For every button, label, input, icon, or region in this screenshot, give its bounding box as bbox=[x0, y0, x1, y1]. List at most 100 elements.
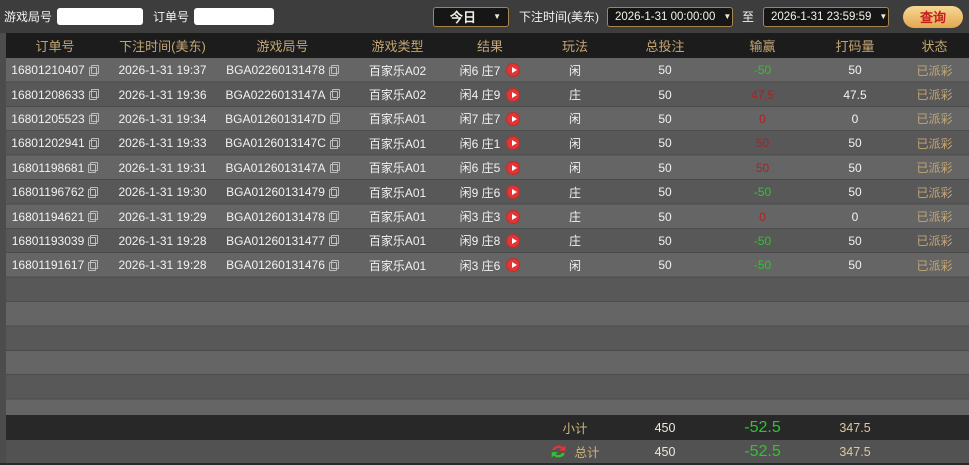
total-label-cell: 总计 bbox=[535, 440, 615, 463]
game-type: 百家乐A01 bbox=[368, 112, 427, 127]
play-icon[interactable] bbox=[506, 63, 521, 78]
status-badge: 已派彩 bbox=[916, 88, 953, 103]
game-round: BGA01260131478 bbox=[226, 209, 325, 224]
header-total-bet: 总投注 bbox=[645, 39, 685, 54]
game-round: BGA01260131477 bbox=[226, 233, 325, 248]
game-type: 百家乐A01 bbox=[368, 258, 427, 273]
total-row: 总计 450 -52.5 347.5 bbox=[0, 440, 969, 463]
win-loss-value: -50 bbox=[753, 258, 772, 273]
copy-icon[interactable] bbox=[329, 113, 340, 125]
game-type: 百家乐A01 bbox=[368, 210, 427, 225]
game-round-cell: BGA0126013147C bbox=[215, 131, 350, 155]
order-no-label: 订单号 bbox=[153, 10, 190, 24]
copy-icon[interactable] bbox=[329, 89, 340, 101]
bet-time: 2026-1-31 19:36 bbox=[118, 87, 207, 102]
turnover: 0 bbox=[851, 111, 859, 126]
play-icon[interactable] bbox=[506, 209, 521, 224]
table-row: 16801210407 2026-1-31 19:37 BGA022601314… bbox=[0, 58, 969, 82]
copy-icon[interactable] bbox=[328, 235, 339, 247]
play-icon[interactable] bbox=[506, 185, 521, 200]
game-round-input[interactable] bbox=[57, 8, 144, 25]
result-cell: 闲9 庄8 bbox=[445, 229, 535, 253]
total-total-bet: 450 bbox=[654, 444, 676, 459]
status-badge: 已派彩 bbox=[916, 234, 953, 249]
bet-time: 2026-1-31 19:31 bbox=[118, 160, 207, 175]
game-round-cell: BGA01260131478 bbox=[215, 204, 350, 228]
date-to-select[interactable]: 2026-1-31 23:59:59 ▼ bbox=[763, 6, 889, 27]
copy-icon[interactable] bbox=[88, 235, 99, 247]
order-id: 16801198681 bbox=[11, 160, 85, 175]
play-icon[interactable] bbox=[506, 258, 521, 273]
status-badge: 已派彩 bbox=[916, 210, 953, 225]
table-row: 16801208633 2026-1-31 19:36 BGA022601314… bbox=[0, 82, 969, 106]
order-id-cell: 16801202941 bbox=[0, 131, 110, 155]
copy-icon[interactable] bbox=[88, 137, 99, 149]
copy-icon[interactable] bbox=[88, 113, 99, 125]
order-id: 16801210407 bbox=[11, 63, 85, 78]
game-round-cell: BGA02260131478 bbox=[215, 58, 350, 82]
game-round: BGA0126013147C bbox=[225, 136, 326, 151]
date-range-select[interactable]: 今日 ▼ bbox=[432, 6, 509, 27]
chevron-down-icon: ▼ bbox=[879, 12, 888, 21]
result-value: 闲3 庄6 bbox=[459, 258, 501, 273]
result-cell: 闲6 庄7 bbox=[445, 58, 535, 82]
play-icon[interactable] bbox=[506, 160, 521, 175]
order-id-cell: 16801210407 bbox=[0, 58, 110, 82]
turnover: 50 bbox=[848, 160, 862, 175]
copy-icon[interactable] bbox=[88, 186, 99, 198]
play-icon[interactable] bbox=[506, 136, 521, 151]
status-badge: 已派彩 bbox=[916, 185, 953, 200]
header-order-id: 订单号 bbox=[35, 39, 75, 54]
bet-time: 2026-1-31 19:34 bbox=[118, 111, 207, 126]
game-round-cell: BGA0126013147D bbox=[215, 107, 350, 131]
game-type: 百家乐A01 bbox=[368, 161, 427, 176]
game-round: BGA01260131476 bbox=[226, 258, 325, 273]
date-from-value: 2026-1-31 00:00:00 bbox=[614, 10, 716, 23]
play-icon[interactable] bbox=[506, 111, 521, 126]
order-id-cell: 16801198681 bbox=[0, 156, 110, 180]
order-id: 16801196762 bbox=[11, 185, 85, 200]
header-game-type: 游戏类型 bbox=[371, 39, 424, 54]
copy-icon[interactable] bbox=[328, 186, 339, 198]
header-game-round: 游戏局号 bbox=[256, 39, 309, 54]
order-id: 16801208633 bbox=[11, 87, 85, 102]
status-badge: 已派彩 bbox=[916, 136, 953, 151]
result-value: 闲7 庄7 bbox=[459, 112, 501, 127]
win-loss-value: 50 bbox=[755, 160, 770, 175]
turnover: 47.5 bbox=[843, 87, 867, 102]
play-icon[interactable] bbox=[506, 87, 521, 102]
play-type: 庄 bbox=[568, 88, 581, 103]
subtotal-total-bet: 450 bbox=[654, 420, 676, 435]
turnover: 50 bbox=[848, 185, 862, 200]
copy-icon[interactable] bbox=[329, 162, 340, 174]
total-win-loss: -52.5 bbox=[744, 442, 781, 460]
copy-icon[interactable] bbox=[329, 137, 340, 149]
table-body: 16801210407 2026-1-31 19:37 BGA022601314… bbox=[0, 58, 969, 415]
play-icon[interactable] bbox=[506, 233, 521, 248]
filter-bar: 游戏局号 订单号 今日 ▼ 下注时间(美东) 2026-1-31 00:00:0… bbox=[0, 0, 969, 33]
order-id-cell: 16801193039 bbox=[0, 229, 110, 253]
win-loss-value: 47.5 bbox=[750, 87, 775, 102]
subtotal-label: 小计 bbox=[562, 422, 588, 436]
copy-icon[interactable] bbox=[88, 64, 99, 76]
copy-icon[interactable] bbox=[88, 162, 99, 174]
turnover: 50 bbox=[848, 63, 862, 78]
copy-icon[interactable] bbox=[328, 64, 339, 76]
copy-icon[interactable] bbox=[328, 211, 339, 223]
status-badge: 已派彩 bbox=[916, 258, 953, 273]
copy-icon[interactable] bbox=[88, 259, 99, 271]
bet-time-label: 下注时间(美东) bbox=[518, 10, 599, 24]
date-from-select[interactable]: 2026-1-31 00:00:00 ▼ bbox=[606, 6, 733, 27]
search-button[interactable]: 查询 bbox=[903, 5, 963, 28]
table-row: 16801191617 2026-1-31 19:28 BGA012601314… bbox=[0, 253, 969, 277]
copy-icon[interactable] bbox=[88, 211, 99, 223]
refresh-icon[interactable] bbox=[550, 444, 567, 459]
chevron-down-icon: ▼ bbox=[723, 12, 732, 21]
game-type: 百家乐A02 bbox=[368, 88, 427, 103]
total-bet: 50 bbox=[658, 258, 672, 273]
order-no-input[interactable] bbox=[194, 8, 275, 25]
copy-icon[interactable] bbox=[328, 259, 339, 271]
turnover: 0 bbox=[851, 209, 859, 224]
copy-icon[interactable] bbox=[88, 89, 99, 101]
status-badge: 已派彩 bbox=[916, 161, 953, 176]
